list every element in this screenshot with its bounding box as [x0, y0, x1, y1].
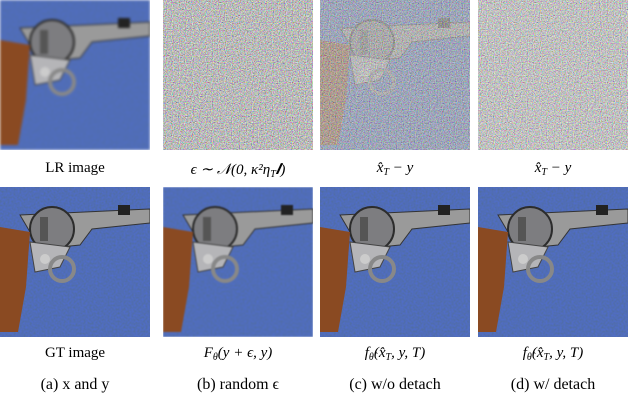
caption-text: (y + ϵ, y) [218, 345, 272, 361]
caption-text: (x̂ [374, 345, 386, 361]
caption-text: GT image [45, 345, 105, 361]
lr-image [0, 0, 150, 150]
figure: LR imageϵ ∼ 𝒩(0, κ²ηT𝑰)x̂T − yx̂T − yGT … [0, 0, 628, 404]
subcaption: (d) w/ detach [474, 376, 628, 394]
caption: ϵ ∼ 𝒩(0, κ²ηT𝑰) [159, 160, 317, 180]
caption-text: 𝑰) [276, 162, 286, 178]
caption: LR image [0, 160, 154, 177]
caption-text: F [204, 345, 213, 361]
output-image [320, 187, 470, 337]
caption-text: , y, T) [391, 345, 425, 361]
caption: fθ̂(x̂T, y, T) [474, 345, 628, 363]
subcaption: (c) w/o detach [316, 376, 474, 394]
caption: x̂T − y [474, 160, 628, 178]
caption: GT image [0, 345, 154, 362]
caption-text: ϵ ∼ 𝒩(0, κ²η [191, 162, 271, 178]
noise-image [163, 0, 313, 150]
caption: x̂T − y [316, 160, 474, 178]
caption: Fθ(y + ϵ, y) [159, 345, 317, 363]
caption-text: − y [389, 160, 413, 176]
output-image [163, 187, 313, 337]
caption: fθ̂(x̂T, y, T) [316, 345, 474, 363]
caption-text: , y, T) [549, 345, 583, 361]
subcaption: (a) x and y [0, 376, 154, 394]
gt-image [0, 187, 150, 337]
output-image [478, 187, 628, 337]
caption-text: − y [547, 160, 571, 176]
caption-text: LR image [45, 160, 105, 176]
residual-image [478, 0, 628, 150]
residual-image [320, 0, 470, 150]
subcaption: (b) random ϵ [159, 376, 317, 394]
caption-text: (x̂ [532, 345, 544, 361]
